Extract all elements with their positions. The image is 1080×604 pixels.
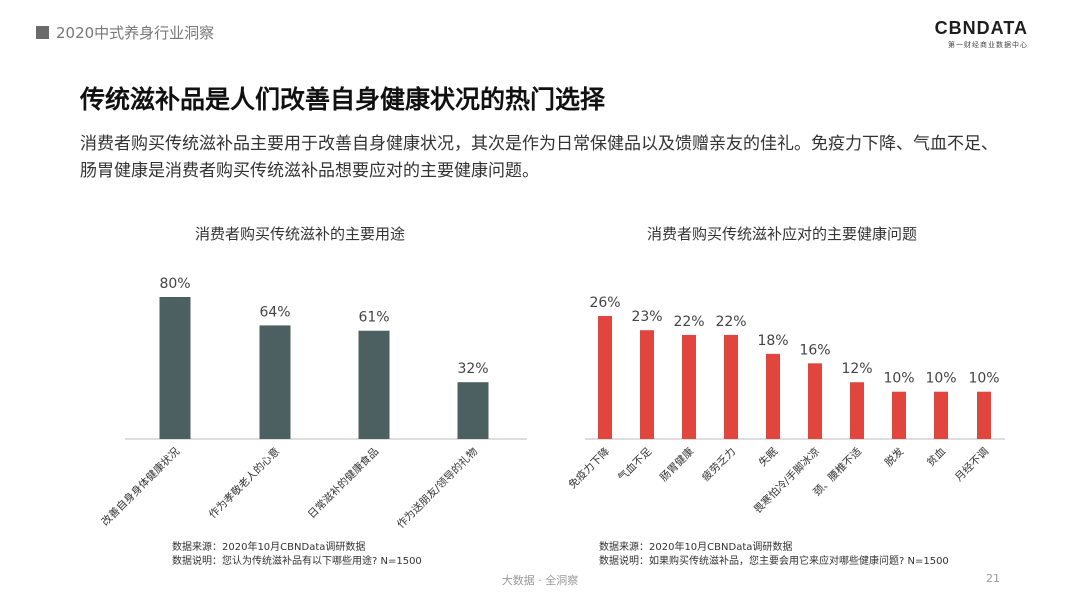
right-data-label-1: 26% [589, 295, 620, 311]
right-data-label-6: 16% [799, 342, 830, 358]
left-chart-title: 消费者购买传统滋补的主要用途 [195, 225, 405, 243]
right-bar-7 [850, 382, 864, 439]
left-bar-4 [457, 382, 489, 439]
logo-main-text: CBNDATA [934, 18, 1028, 38]
left-bar-3 [358, 330, 390, 439]
report-title: 2020中式养身行业洞察 [56, 24, 215, 42]
left-data-label-4: 32% [457, 361, 488, 377]
right-category-label-4: 疲劳乏力 [699, 445, 738, 484]
left-data-label-2: 64% [259, 304, 290, 320]
left-category-label-2: 作为孝敬老人的心意 [206, 445, 282, 521]
right-data-label-2: 23% [631, 309, 662, 325]
right-category-label-5: 失眠 [756, 445, 780, 469]
right-category-label-9: 贫血 [924, 445, 948, 469]
left-data-label-1: 80% [159, 276, 190, 292]
left-bar-1 [159, 297, 191, 439]
right-bar-4 [724, 334, 738, 439]
header-square-icon [36, 26, 49, 39]
right-bar-6 [808, 363, 822, 439]
right-category-label-3: 肠胃健康 [657, 445, 696, 484]
right-category-label-10: 月经不调 [952, 445, 991, 484]
left-data-label-3: 61% [358, 310, 389, 326]
logo-sub-text: 第一财经商业数据中心 [948, 41, 1028, 49]
left-category-label-4: 作为送朋友/领导的礼物 [394, 445, 480, 531]
right-data-label-10: 10% [968, 371, 999, 387]
right-bar-1 [598, 316, 612, 439]
right-explain-note: 数据说明：如果购买传统滋补品，您主要会用它来应对哪些健康问题? N=1500 [599, 556, 949, 567]
right-data-label-3: 22% [673, 314, 704, 330]
left-explain-note: 数据说明：您认为传统滋补品有以下哪些用途? N=1500 [172, 556, 422, 567]
right-bar-10 [977, 391, 991, 439]
right-data-label-8: 10% [883, 371, 914, 387]
right-category-label-8: 脱发 [882, 445, 906, 469]
right-bar-8 [892, 391, 906, 439]
right-category-label-2: 气血不足 [615, 445, 654, 484]
left-bar-2 [259, 325, 291, 439]
right-data-label-7: 12% [841, 361, 872, 377]
footer-slogan: 大数据 · 全洞察 [501, 574, 579, 587]
page-description: 消费者购买传统滋补品主要用于改善自身健康状况，其次是作为日常保健品以及馈赠亲友的… [80, 134, 998, 181]
right-chart-title: 消费者购买传统滋补应对的主要健康问题 [647, 225, 917, 243]
right-bar-5 [766, 353, 780, 439]
left-category-label-3: 日常滋补的健康食品 [305, 445, 381, 521]
right-data-label-9: 10% [925, 371, 956, 387]
right-chart-notes: 数据来源：2020年10月CBNData调研数据 数据说明：如果购买传统滋补品，… [599, 541, 949, 569]
brand-logo: CBNDATA 第一财经商业数据中心 [935, 18, 1028, 50]
page-title: 传统滋补品是人们改善自身健康状况的热门选择 [80, 85, 606, 114]
right-data-label-4: 22% [715, 314, 746, 330]
page-number: 21 [986, 572, 1000, 585]
left-chart-notes: 数据来源：2020年10月CBNData调研数据 数据说明：您认为传统滋补品有以… [172, 541, 422, 569]
right-category-label-1: 免疫力下降 [566, 445, 613, 492]
right-source-note: 数据来源：2020年10月CBNData调研数据 [599, 542, 793, 553]
left-category-label-1: 改善自身身体健康状况 [99, 445, 183, 529]
left-source-note: 数据来源：2020年10月CBNData调研数据 [172, 542, 366, 553]
right-bar-3 [682, 334, 696, 439]
right-bar-9 [934, 391, 948, 439]
right-data-label-5: 18% [757, 333, 788, 349]
right-bar-2 [640, 330, 654, 439]
